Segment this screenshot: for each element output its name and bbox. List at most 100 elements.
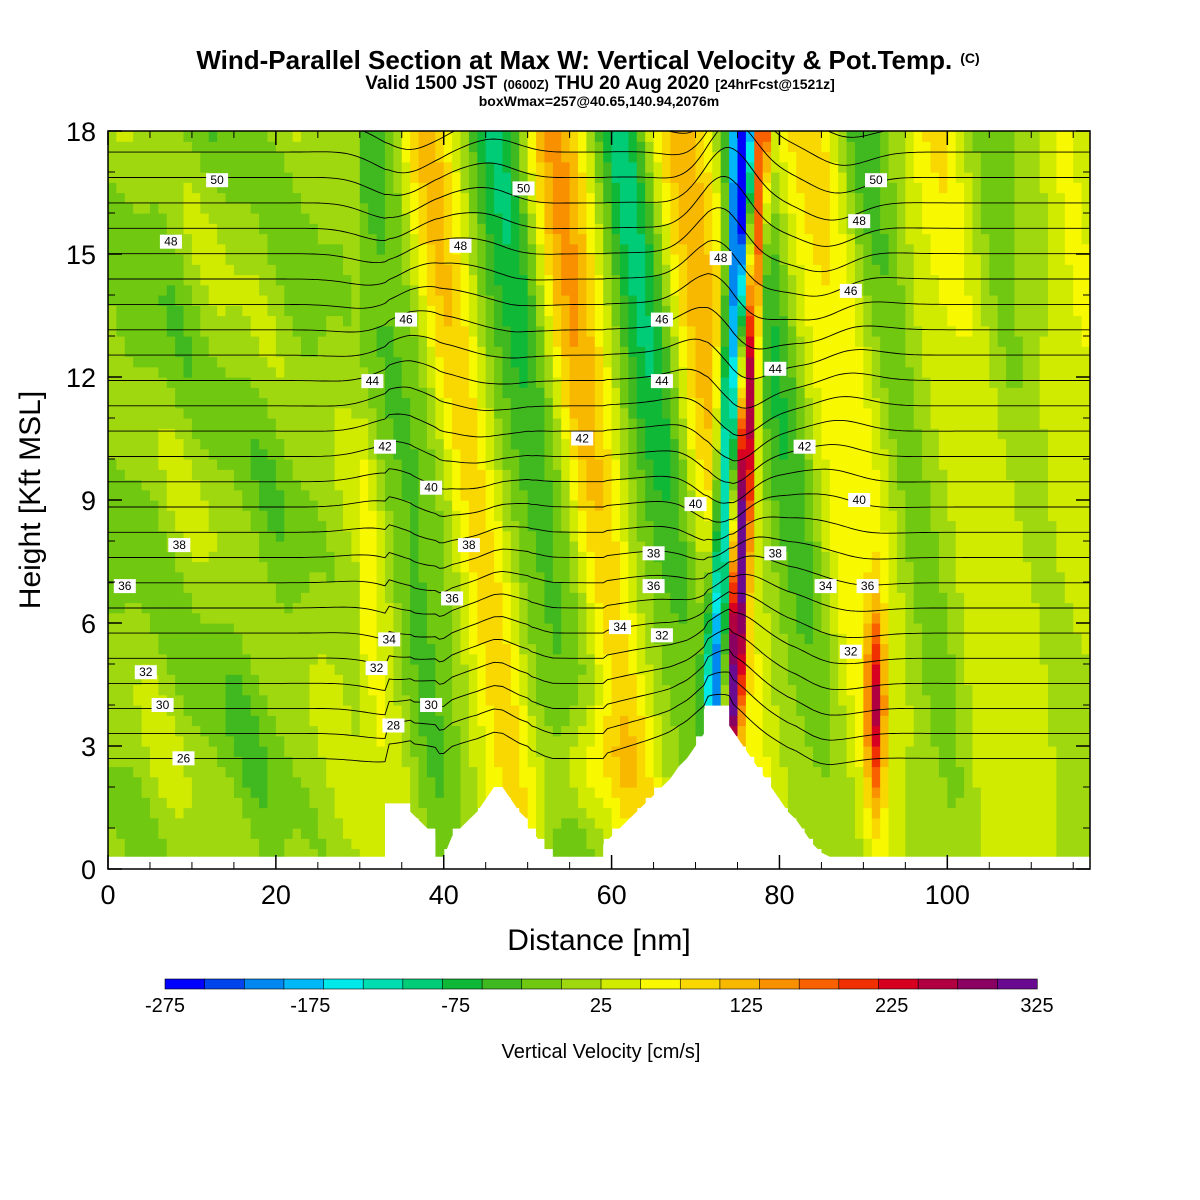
vv-cell — [561, 315, 571, 327]
vv-cell — [695, 643, 705, 655]
vv-cell — [452, 254, 462, 265]
vv-cell — [569, 715, 579, 727]
vv-cell — [653, 387, 663, 399]
vv-cell — [510, 233, 520, 245]
vv-cell — [661, 602, 671, 614]
vv-cell — [536, 315, 546, 327]
vv-cell — [124, 674, 134, 686]
vv-cell — [645, 510, 655, 522]
vv-cell — [687, 469, 697, 481]
vv-cell — [124, 213, 134, 224]
vv-cell — [443, 459, 453, 470]
vv-cell — [284, 838, 294, 850]
vv-cell — [452, 305, 462, 317]
vv-cell — [317, 725, 327, 737]
vv-cell — [619, 192, 629, 204]
vv-cell — [393, 161, 403, 173]
vv-cell — [594, 387, 604, 399]
vv-cell — [259, 735, 269, 747]
vv-cell — [544, 592, 554, 604]
vv-cell — [326, 664, 336, 675]
vv-cell — [477, 305, 487, 317]
vv-cell — [695, 469, 705, 481]
vv-cell — [326, 561, 336, 573]
vv-cell — [527, 664, 537, 675]
vv-cell — [217, 561, 227, 573]
vv-cell — [191, 346, 201, 358]
vv-cell — [149, 623, 159, 634]
vv-cell — [200, 623, 210, 634]
vv-cell — [603, 520, 613, 532]
vv-cell — [485, 694, 495, 706]
vv-cell — [519, 705, 529, 716]
vv-cell — [536, 612, 546, 624]
vv-cell — [712, 643, 722, 655]
vv-cell — [594, 428, 604, 440]
vv-cell — [586, 776, 596, 788]
vv-cell — [594, 571, 604, 583]
vv-cell — [183, 838, 193, 850]
vv-cell — [435, 592, 445, 604]
vv-cell — [141, 243, 151, 255]
vv-cell — [242, 295, 252, 306]
vv-cell — [259, 612, 269, 624]
vv-cell — [519, 489, 529, 501]
vv-cell — [326, 438, 336, 450]
vv-cell — [619, 387, 629, 399]
vv-cell — [208, 213, 218, 224]
vv-cell — [200, 828, 210, 839]
vv-cell — [124, 643, 134, 655]
vv-cell — [519, 541, 529, 552]
vv-cell — [166, 612, 176, 624]
vv-cell — [494, 756, 504, 768]
vv-cell — [477, 366, 487, 378]
vv-cell — [477, 141, 487, 153]
vv-cell — [418, 192, 428, 204]
vv-cell — [468, 582, 478, 593]
vv-cell — [494, 213, 504, 224]
vv-cell — [191, 479, 201, 491]
vv-cell — [309, 561, 319, 573]
vv-cell — [166, 397, 176, 409]
vv-cell — [678, 254, 688, 265]
vv-cell — [376, 612, 386, 624]
vv-cell — [401, 397, 411, 409]
vv-cell — [578, 264, 588, 276]
vv-cell — [527, 746, 537, 757]
vv-cell — [435, 684, 445, 696]
vv-cell — [124, 233, 134, 245]
vv-cell — [208, 428, 218, 440]
vv-cell — [460, 202, 470, 214]
vv-cell — [166, 387, 176, 399]
vv-cell — [401, 592, 411, 604]
vv-cell — [376, 223, 386, 235]
vv-cell — [477, 418, 487, 429]
vv-cell — [384, 582, 394, 593]
vv-cell — [108, 756, 117, 768]
vv-cell — [636, 254, 646, 265]
vv-cell — [158, 377, 168, 388]
vv-cell — [418, 428, 428, 440]
vv-cell — [544, 623, 554, 634]
vv-cell — [410, 325, 420, 337]
vv-cell — [200, 305, 210, 317]
vv-cell — [687, 664, 697, 675]
vv-cell — [594, 479, 604, 491]
vv-cell — [242, 305, 252, 317]
vv-cell — [208, 735, 218, 747]
vv-cell — [510, 459, 520, 470]
vv-cell — [225, 705, 235, 716]
vv-cell — [578, 243, 588, 255]
vv-cell — [225, 161, 235, 173]
vv-cell — [242, 366, 252, 378]
vv-cell — [443, 735, 453, 747]
vv-cell — [326, 397, 336, 409]
vv-cell — [317, 459, 327, 470]
vv-cell — [309, 346, 319, 358]
vv-cell — [301, 510, 311, 522]
vv-cell — [670, 397, 680, 409]
vv-cell — [166, 623, 176, 634]
vv-cell — [468, 387, 478, 399]
vv-cell — [309, 161, 319, 173]
vv-cell — [217, 182, 227, 194]
